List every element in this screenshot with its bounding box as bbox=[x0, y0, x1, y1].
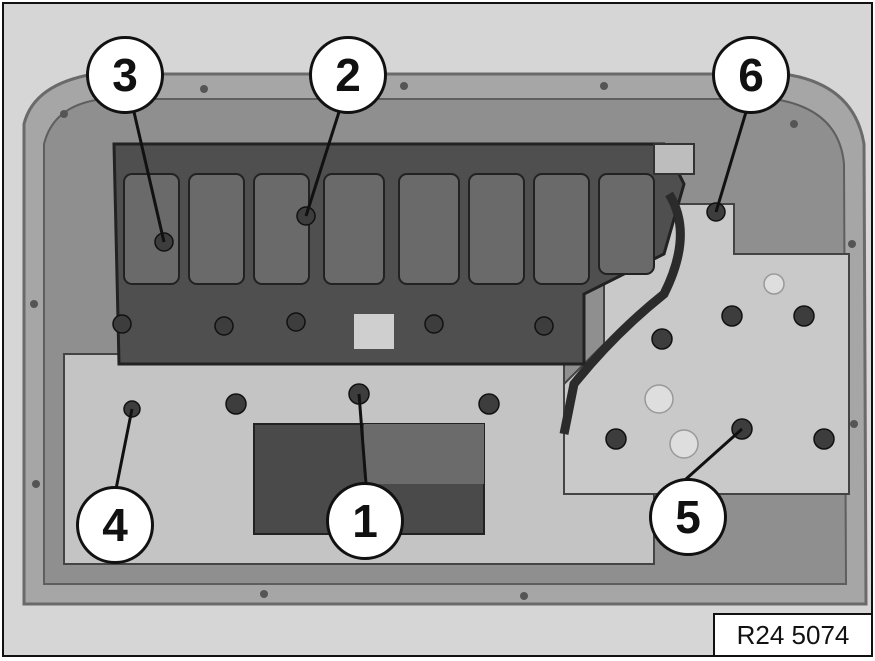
reference-code: R24 5074 bbox=[713, 613, 871, 655]
plate-openings bbox=[644, 273, 785, 459]
callout-6: 6 bbox=[712, 36, 790, 114]
wiring-harness bbox=[559, 191, 685, 435]
sticker bbox=[354, 314, 394, 349]
leader-lines bbox=[114, 111, 748, 490]
callout-5: 5 bbox=[649, 478, 727, 556]
filter-detail bbox=[364, 424, 484, 484]
transmission-photo bbox=[4, 4, 871, 655]
flange-bolts bbox=[30, 82, 858, 600]
callout-2: 2 bbox=[309, 36, 387, 114]
connector bbox=[653, 143, 695, 175]
callout-3: 3 bbox=[86, 36, 164, 114]
callout-4: 4 bbox=[76, 486, 154, 564]
solenoid-coils bbox=[123, 173, 655, 285]
callout-1: 1 bbox=[326, 482, 404, 560]
